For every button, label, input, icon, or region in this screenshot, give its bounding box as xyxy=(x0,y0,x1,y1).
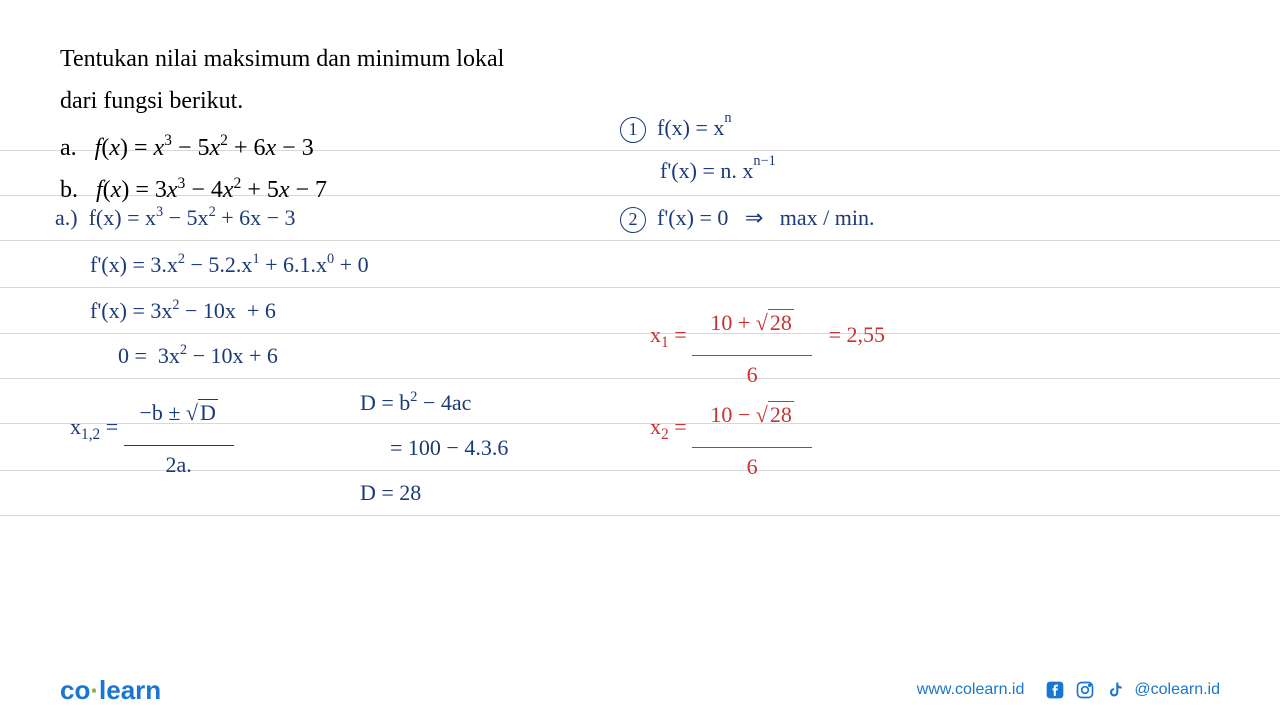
hw-x2-num: 10 − √28 xyxy=(692,402,812,428)
hw-d-line1: D = b2 − 4ac xyxy=(360,390,471,416)
hw-x1-den: 6 xyxy=(692,362,812,388)
colearn-logo: co·learn xyxy=(60,675,161,706)
question-line-1: Tentukan nilai maksimum dan minimum loka… xyxy=(60,40,1220,78)
hw-x2: x2 = 10 − √28 6 xyxy=(650,390,812,468)
hw-a-line1: a.) f(x) = x3 − 5x2 + 6x − 3 xyxy=(55,205,296,231)
hw-x12: x1,2 = −b ± √D 2a. xyxy=(70,390,234,468)
footer-url: www.colearn.id xyxy=(917,681,1025,699)
hw-rule-1: 1 f(x) = xn xyxy=(620,115,732,143)
hw-x12-num: −b ± √D xyxy=(124,400,234,426)
hw-x1: x1 = 10 + √28 6 = 2,55 xyxy=(650,298,885,376)
tiktok-icon xyxy=(1104,679,1126,701)
option-b: b. f(x) = 3x3 − 4x2 + 5x − 7 xyxy=(60,171,1220,209)
facebook-icon xyxy=(1044,679,1066,701)
instagram-icon xyxy=(1074,679,1096,701)
hw-x1-val: = 2,55 xyxy=(829,322,885,347)
hw-maxmin: max / min. xyxy=(780,205,875,230)
arrow-icon: ⇒ xyxy=(745,205,763,230)
hw-d-line2: = 100 − 4.3.6 xyxy=(390,435,508,461)
hw-a-line3: f'(x) = 3x2 − 10x + 6 xyxy=(90,298,276,324)
hw-x2-den: 6 xyxy=(692,454,812,480)
circle-two-icon: 2 xyxy=(620,207,646,233)
hw-rule-2: 2 f'(x) = 0 ⇒ max / min. xyxy=(620,205,875,233)
hw-x12-den: 2a. xyxy=(124,452,234,478)
option-b-label: b. xyxy=(60,177,78,203)
hw-rule-1b: f'(x) = n. xn−1 xyxy=(660,158,776,184)
footer-handle: @colearn.id xyxy=(1134,681,1220,699)
option-a-label: a. xyxy=(60,135,77,161)
circle-one-icon: 1 xyxy=(620,117,646,143)
hw-x1-num: 10 + √28 xyxy=(692,310,812,336)
social-icons: @colearn.id xyxy=(1044,679,1220,701)
hw-a-line2: f'(x) = 3.x2 − 5.2.x1 + 6.1.x0 + 0 xyxy=(90,252,369,278)
footer: co·learn www.colearn.id @colearn.id xyxy=(0,660,1280,720)
hw-a-line4: 0 = 3x2 − 10x + 6 xyxy=(118,343,278,369)
hw-d-line3: D = 28 xyxy=(360,480,421,506)
